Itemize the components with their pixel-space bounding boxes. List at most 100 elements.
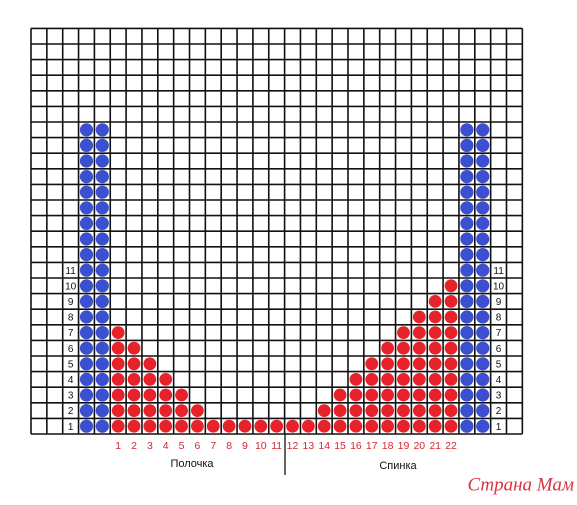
row-number: 3 [496, 391, 502, 402]
blue-stitch [476, 372, 490, 386]
red-stitch [444, 419, 458, 433]
red-stitch [412, 419, 426, 433]
column-number: 6 [195, 440, 201, 452]
blue-stitch [79, 170, 94, 184]
blue-stitch [460, 404, 474, 418]
red-stitch [381, 419, 395, 433]
red-stitch [270, 419, 284, 433]
blue-stitch [95, 170, 109, 184]
red-stitch [333, 404, 347, 417]
blue-stitch [79, 201, 94, 215]
red-stitch [301, 419, 315, 433]
row-number: 5 [496, 359, 502, 370]
blue-stitch [476, 279, 490, 293]
red-stitch [412, 326, 426, 339]
column-number: 9 [242, 440, 248, 452]
blue-stitch [460, 294, 474, 308]
blue-stitch [95, 372, 109, 386]
row-number: 7 [496, 328, 502, 339]
blue-stitch [476, 138, 490, 152]
column-number: 22 [445, 440, 457, 452]
blue-stitch [460, 357, 474, 371]
row-number: 11 [65, 266, 76, 277]
red-stitch [412, 310, 426, 324]
row-number: 8 [496, 313, 502, 324]
red-stitch [412, 404, 426, 417]
row-number: 6 [496, 344, 502, 355]
row-number: 1 [68, 422, 74, 433]
red-stitch [428, 341, 442, 355]
red-stitch [444, 341, 458, 355]
red-stitch [397, 357, 410, 371]
blue-stitch [476, 216, 490, 230]
blue-stitch [79, 279, 94, 293]
red-stitch [191, 419, 204, 433]
column-number: 5 [179, 440, 185, 452]
blue-stitch [95, 185, 109, 199]
red-stitch [127, 388, 141, 402]
red-stitch [381, 373, 395, 386]
red-stitch [127, 341, 141, 355]
blue-stitch [460, 185, 474, 199]
row-number: 11 [493, 266, 504, 277]
red-stitch [428, 388, 442, 402]
red-stitch [143, 404, 157, 417]
blue-stitch [476, 404, 490, 418]
red-stitch [111, 341, 125, 355]
blue-stitch [476, 388, 490, 402]
red-stitch [397, 404, 410, 417]
red-stitch [397, 326, 410, 339]
blue-stitch [95, 279, 109, 293]
blue-stitch [476, 341, 490, 355]
red-stitch [412, 357, 426, 371]
blue-stitch [95, 263, 109, 277]
blue-stitch [476, 357, 490, 371]
blue-stitch [476, 326, 490, 340]
red-stitch [444, 388, 458, 402]
blue-stitch [79, 232, 94, 246]
row-number: 7 [68, 328, 74, 339]
red-stitch [333, 419, 347, 433]
blue-stitch [95, 123, 109, 137]
red-stitch [317, 419, 331, 433]
blue-stitch [460, 279, 474, 293]
column-number: 1 [115, 440, 121, 452]
row-number: 2 [68, 406, 74, 417]
blue-stitch [95, 310, 109, 324]
watermark: Страна Мам [467, 474, 574, 495]
column-number: 11 [271, 440, 282, 452]
blue-stitch [95, 341, 109, 355]
column-number: 2 [131, 440, 137, 452]
blue-stitch [476, 170, 490, 184]
blue-stitch [79, 294, 94, 308]
red-stitch [397, 419, 410, 433]
blue-stitch [476, 310, 490, 324]
blue-stitch [460, 326, 474, 340]
blue-stitch [79, 123, 94, 137]
red-stitch [143, 388, 157, 402]
red-stitch [412, 373, 426, 386]
red-stitch [191, 404, 204, 417]
blue-stitch [95, 388, 109, 402]
blue-stitch [476, 154, 490, 168]
blue-stitch [79, 404, 94, 418]
blue-stitch [460, 419, 474, 433]
red-stitch [175, 388, 188, 402]
blue-stitch [79, 154, 94, 168]
blue-stitch [95, 138, 109, 152]
column-number: 7 [210, 440, 216, 452]
red-stitch [206, 419, 220, 433]
red-stitch [127, 357, 141, 371]
red-stitch [428, 404, 442, 417]
column-number: 16 [350, 440, 362, 452]
blue-stitch [79, 341, 94, 355]
column-number: 17 [366, 440, 378, 452]
blue-stitch [79, 248, 94, 262]
blue-stitch [460, 310, 474, 324]
blue-stitch [460, 388, 474, 402]
blue-stitch [79, 388, 94, 402]
red-stitch [111, 357, 125, 371]
red-stitch [397, 388, 410, 402]
red-stitch [365, 404, 379, 417]
red-stitch [175, 419, 188, 433]
